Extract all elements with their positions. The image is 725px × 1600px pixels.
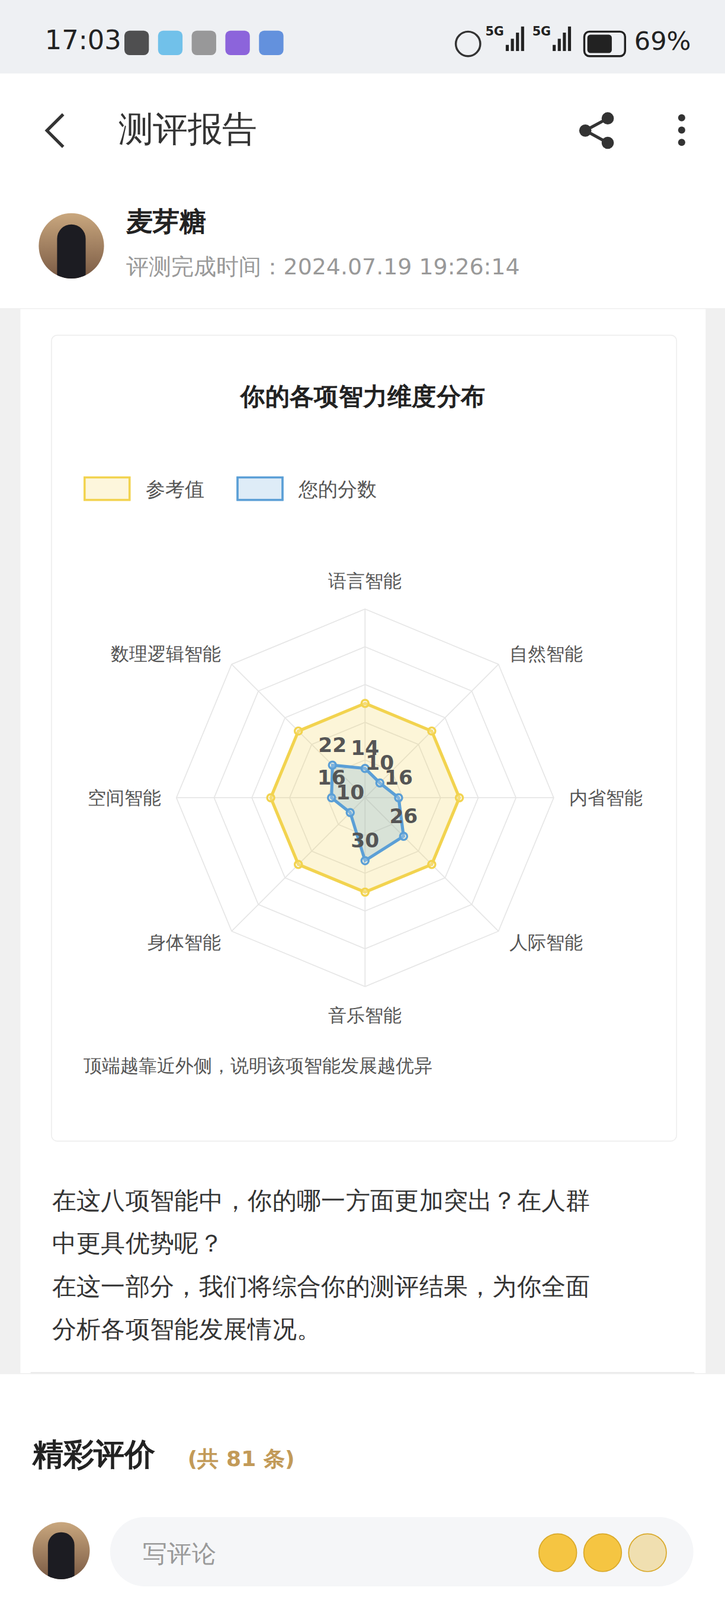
- svg-text:空间智能: 空间智能: [87, 786, 162, 808]
- html-text:精彩评价: 精彩评价: [32, 1435, 156, 1472]
- svg-text:26: 26: [389, 803, 418, 828]
- svg-text:身体智能: 身体智能: [147, 931, 221, 953]
- html-text:5G: 5G: [485, 24, 504, 39]
- svg-text:30: 30: [350, 828, 380, 852]
- html-text:分析各项智能发展情况。: 分析各项智能发展情况。: [52, 1314, 322, 1343]
- svg-text:内省智能: 内省智能: [569, 786, 643, 808]
- html-text:中更具优势呢？: 中更具优势呢？: [52, 1228, 224, 1258]
- html-text:顶端越靠近外侧，说明该项智能发展越优异: 顶端越靠近外侧，说明该项智能发展越优异: [83, 1054, 433, 1076]
- svg-text:22: 22: [318, 732, 347, 757]
- html-text:69%: 69%: [634, 26, 691, 57]
- html-text:评测完成时间：2024.07.19 19:26:14: 评测完成时间：2024.07.19 19:26:14: [126, 253, 520, 280]
- svg-text:16: 16: [384, 765, 413, 789]
- svg-text:人际智能: 人际智能: [509, 931, 583, 953]
- svg-text:14: 14: [350, 735, 380, 760]
- svg-text:10: 10: [365, 750, 395, 775]
- html-text:17:03: 17:03: [44, 24, 122, 56]
- svg-text:自然智能: 自然智能: [509, 642, 583, 664]
- html-text:在这八项智能中，你的哪一方面更加突出？在人群: 在这八项智能中，你的哪一方面更加突出？在人群: [52, 1185, 591, 1215]
- html-text:在这一部分，我们将综合你的测评结果，为你全面: 在这一部分，我们将综合你的测评结果，为你全面: [52, 1271, 591, 1301]
- svg-text:16: 16: [317, 765, 346, 789]
- html-text:麦芽糖: 麦芽糖: [126, 205, 206, 237]
- svg-text:数理逻辑智能: 数理逻辑智能: [110, 642, 221, 664]
- html-text:参考值: 参考值: [145, 477, 204, 500]
- html-text:测评报告: 测评报告: [118, 108, 257, 149]
- html-text:您的分数: 您的分数: [298, 477, 377, 500]
- svg-text:10: 10: [336, 779, 365, 804]
- html-text:写评论: 写评论: [142, 1538, 217, 1568]
- html-text:你的各项智力维度分布: 你的各项智力维度分布: [240, 382, 486, 411]
- html-text:5G: 5G: [532, 24, 551, 39]
- svg-text:音乐智能: 音乐智能: [328, 1003, 402, 1026]
- html-text:(共 81 条): (共 81 条): [187, 1445, 295, 1471]
- svg-text:语言智能: 语言智能: [328, 569, 402, 592]
